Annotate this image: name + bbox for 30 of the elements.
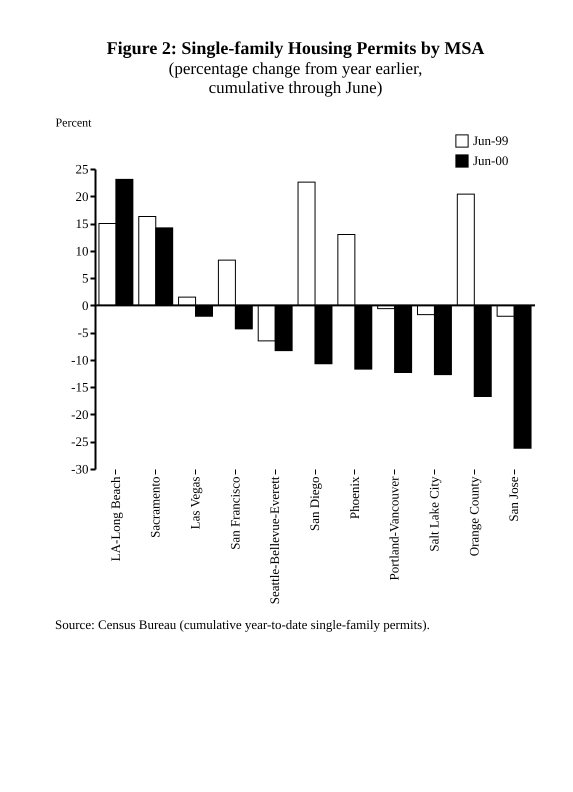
- y-tick-label: -10: [71, 352, 88, 368]
- x-tick-label: Sacramento: [148, 476, 163, 538]
- x-tick-label: San Francisco: [227, 476, 242, 550]
- y-tick-label: 5: [82, 270, 88, 286]
- y-tick-label: 15: [76, 216, 88, 232]
- x-tick-label: Seattle-Bellevue-Everett: [267, 476, 282, 604]
- y-tick-label: 20: [76, 188, 88, 204]
- y-tick-label: -30: [71, 462, 88, 476]
- y-tick-label: -20: [71, 406, 88, 422]
- x-tick-label: Portland-Vancouver: [386, 476, 402, 580]
- y-tick-label: 10: [76, 243, 88, 258]
- text: cumulative through June): [208, 78, 382, 97]
- chart-title: Figure 2: Single-family Housing Permits by MSA: [106, 38, 484, 58]
- y-tick-label: 25: [76, 162, 88, 176]
- x-tick-label: Orange County: [466, 476, 482, 556]
- x-tick-label: LA-Long Beach: [108, 476, 123, 562]
- x-tick-label: Phoenix: [346, 476, 362, 520]
- x-tick-label: Las Vegas: [188, 476, 203, 530]
- y-tick-label: 0: [82, 298, 88, 313]
- y-axis-title: Percent: [56, 116, 92, 130]
- legend-label: Jun-99: [473, 133, 508, 148]
- y-tick-label: -15: [71, 380, 88, 395]
- x-tick-label: Salt Lake City: [426, 476, 442, 552]
- legend-label: Jun-00: [473, 153, 508, 168]
- y-tick-label: -25: [71, 434, 88, 450]
- x-tick-label: San Diego: [307, 476, 322, 532]
- y-tick-label: -5: [78, 325, 88, 340]
- x-tick-label: San Jose: [506, 476, 522, 522]
- source-note: Source: Census Bureau (cumulative year-to-date single-family permits).: [55, 617, 430, 632]
- text: (percentage change from year earlier,: [168, 59, 422, 78]
